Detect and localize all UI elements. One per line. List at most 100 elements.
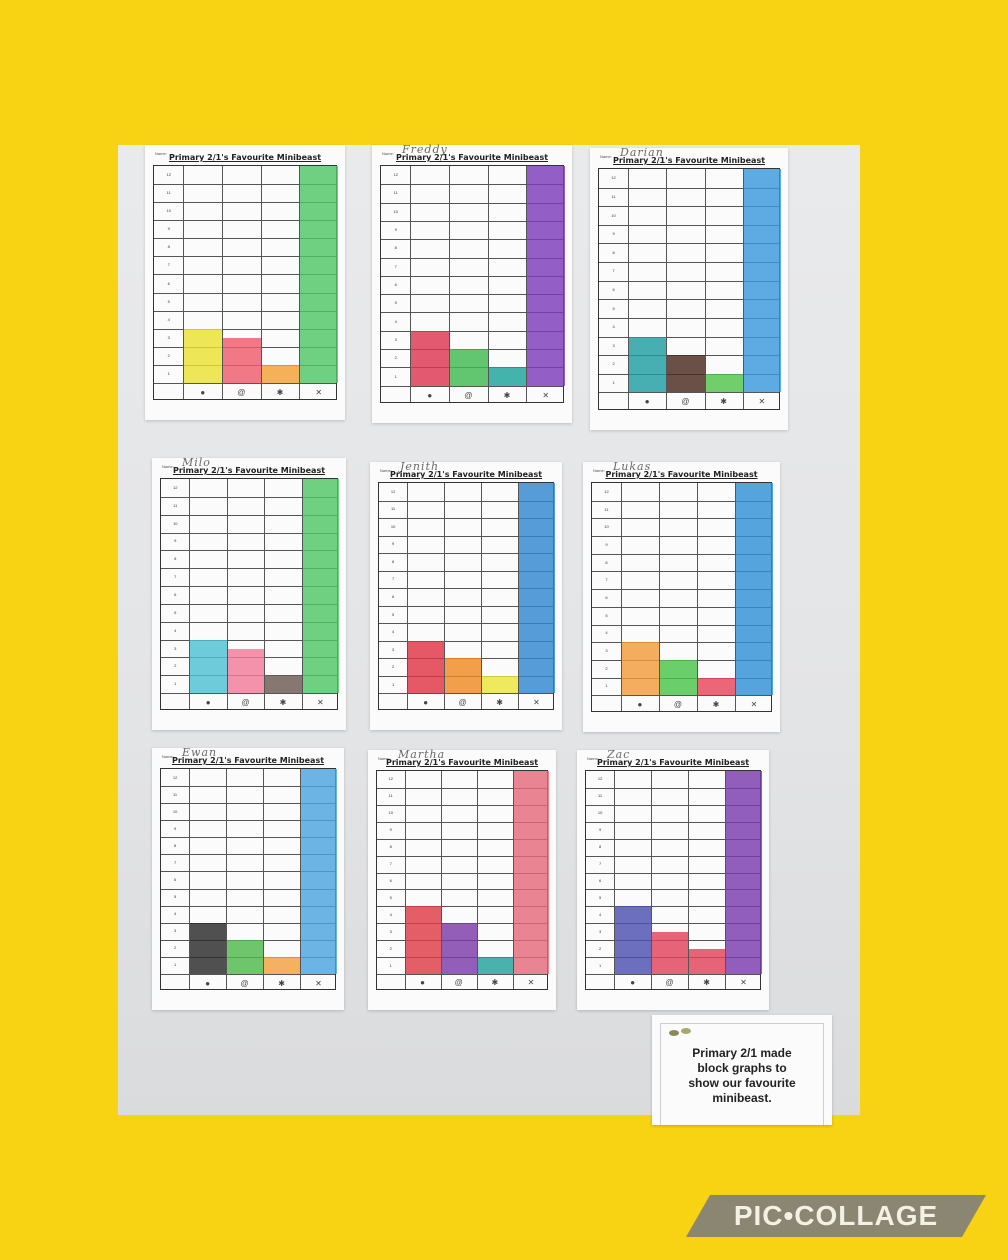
- worksheet: Name: Darian Primary 2/1's Favourite Minib…: [590, 146, 788, 430]
- grid-col-line: [299, 166, 301, 399]
- axis-number: 4: [389, 911, 392, 917]
- grid-row-line: [381, 312, 563, 314]
- axis-number: 8: [598, 844, 602, 850]
- snail-icon: @: [681, 397, 690, 407]
- name-label: Name:: [155, 151, 167, 156]
- axis-number: 9: [173, 825, 177, 831]
- graph-bar: [482, 675, 519, 694]
- grid-row-line: [586, 872, 760, 874]
- axis-number: 3: [394, 336, 397, 342]
- axis-number: 5: [173, 894, 177, 900]
- bee-icon: ✱: [503, 390, 511, 400]
- axis-number: 7: [167, 262, 170, 268]
- snail-icon: @: [237, 387, 246, 397]
- sheet-title: Primary 2/1's Favourite Minibeast: [395, 153, 549, 162]
- axis-number: 2: [389, 945, 392, 951]
- grid-col-line: [620, 483, 622, 711]
- grid-row-line: [154, 202, 336, 204]
- axis-number: 9: [605, 541, 608, 547]
- worksheet: Name: Zac Primary 2/1's Favourite Minibeas…: [577, 748, 769, 1010]
- sheet-title: Primary 2/1's Favourite Minibeast: [596, 758, 750, 767]
- grid-col-line: [440, 771, 442, 989]
- axis-number: 3: [391, 646, 395, 652]
- graph-bar: [405, 906, 441, 975]
- name-label: Name:: [593, 468, 605, 473]
- grid-col-line: [628, 169, 630, 409]
- axis-number: 10: [172, 808, 178, 814]
- grid-row-line: [586, 923, 760, 925]
- snail-icon: @: [240, 978, 249, 988]
- pupil-name: Jenith: [400, 460, 440, 473]
- grid-row-line: [586, 804, 760, 806]
- grid-row-line: [586, 855, 760, 857]
- axis-number: 7: [391, 576, 395, 582]
- grid-row-line: [381, 385, 563, 387]
- grid-row-line: [161, 603, 337, 605]
- sheet-title: Primary 2/1's Favourite Minibeast: [389, 470, 543, 479]
- grid-row-line: [599, 280, 779, 282]
- butterfly-icon: ✕: [740, 978, 747, 988]
- grid-col-line: [260, 166, 262, 399]
- grid-row-line: [599, 206, 779, 208]
- grid-row-line: [377, 872, 547, 874]
- block-graph: 12 11 10 9 8 7 6 5 4 3 2 1 ● @ ✱ ✕: [591, 482, 773, 712]
- grid-row-line: [592, 500, 771, 502]
- name-label: Name:: [587, 756, 599, 761]
- graph-bar: [190, 639, 227, 694]
- axis-number: 2: [598, 945, 602, 951]
- axis-number: 4: [391, 629, 395, 635]
- grid-col-line: [449, 166, 451, 402]
- butterfly-icon: ✕: [316, 698, 324, 708]
- name-label: Name:: [380, 468, 392, 473]
- grid-col-line: [704, 169, 706, 409]
- axis-number: 8: [394, 245, 397, 251]
- grid-row-line: [154, 382, 336, 384]
- graph-bar: [265, 675, 302, 694]
- grid-col-line: [651, 771, 653, 989]
- grid-row-line: [379, 693, 553, 695]
- grid-row-line: [592, 553, 771, 555]
- axis-number: 8: [605, 559, 608, 565]
- butterfly-icon: ✕: [750, 700, 758, 710]
- grid-row-line: [161, 888, 335, 890]
- axis-number: 4: [605, 630, 608, 636]
- grid-row-line: [586, 906, 760, 908]
- grid-col-line: [444, 483, 446, 709]
- bee-icon: ✱: [720, 397, 727, 407]
- grid-row-line: [592, 536, 771, 538]
- worksheet: Name: Freddy Primary 2/1's Favourite Minib…: [372, 143, 572, 423]
- grid-col-line: [404, 771, 406, 989]
- axis-number: 5: [612, 305, 615, 311]
- grid-col-line: [696, 483, 698, 711]
- axis-number: 11: [391, 506, 396, 512]
- axis-number: 12: [393, 172, 398, 178]
- graph-bar: [697, 677, 735, 696]
- grid-row-line: [161, 854, 335, 856]
- grid-row-line: [599, 299, 779, 301]
- axis-number: 3: [174, 645, 177, 651]
- grid-row-line: [161, 621, 337, 623]
- sheet-title: Primary 2/1's Favourite Minibeast: [605, 470, 758, 479]
- graph-bar: [450, 349, 488, 386]
- grid-row-line: [161, 550, 337, 552]
- graph-bar: [519, 483, 555, 694]
- axis-number: 10: [173, 520, 178, 526]
- grid-row-line: [161, 871, 335, 873]
- butterfly-icon: ✕: [527, 978, 535, 988]
- sheet-title: Primary 2/1's Favourite Minibeast: [168, 153, 322, 162]
- grid-row-line: [161, 586, 337, 588]
- beetle-icon: ●: [630, 978, 636, 988]
- axis-number: 1: [612, 380, 615, 386]
- pupil-name: Martha: [398, 748, 446, 761]
- bee-icon: ✱: [703, 978, 710, 988]
- grid-row-line: [161, 922, 335, 924]
- grid-col-line: [688, 771, 690, 989]
- grid-col-line: [263, 769, 265, 989]
- axis-number: 10: [611, 212, 616, 218]
- grid-row-line: [154, 256, 336, 258]
- beetle-icon: ●: [637, 700, 643, 710]
- grid-col-line: [487, 166, 489, 402]
- axis-number: 3: [389, 928, 392, 934]
- sheet-title: Primary 2/1's Favourite Minibeast: [171, 756, 325, 765]
- grid-row-line: [161, 514, 337, 516]
